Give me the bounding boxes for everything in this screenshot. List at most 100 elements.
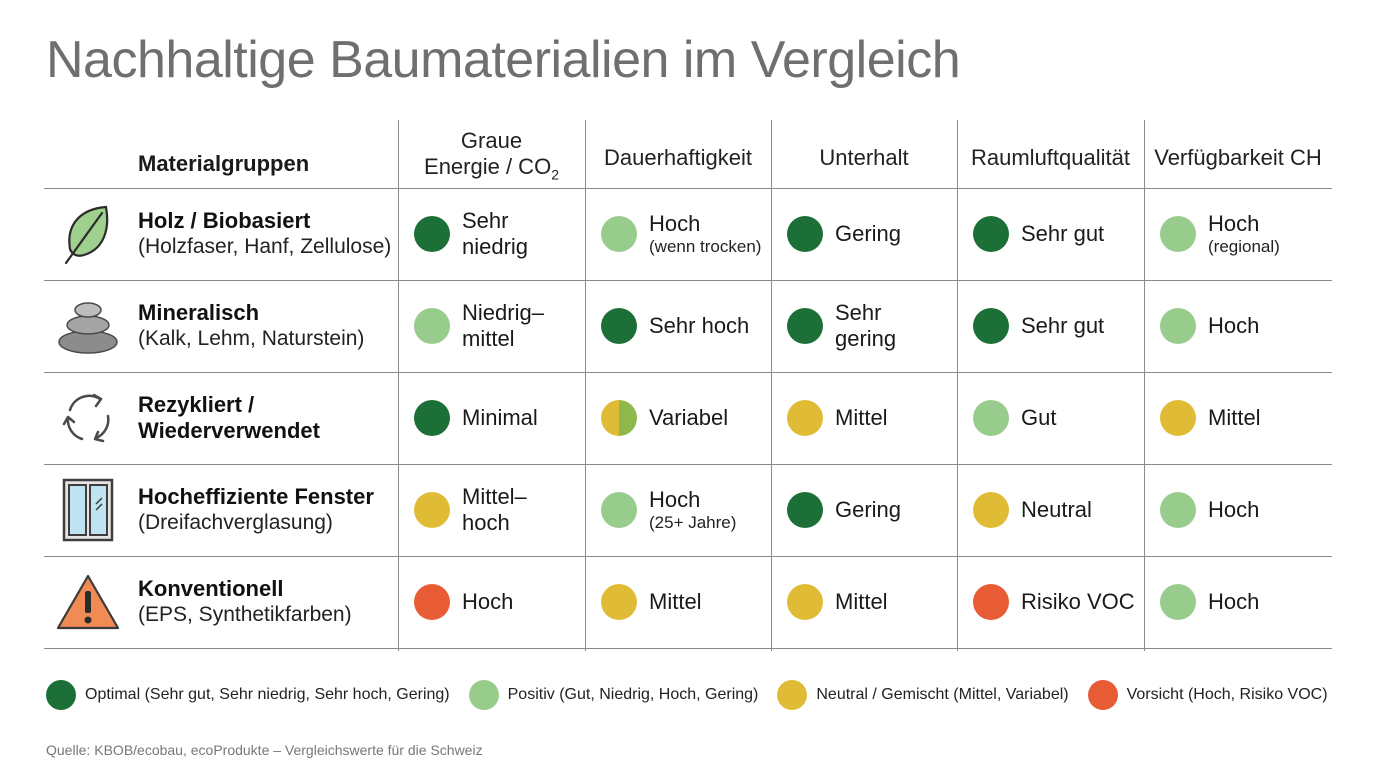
material-group-examples: (EPS, Synthetikfarben): [138, 603, 352, 626]
rating-text: Hoch: [1208, 589, 1259, 615]
rating-cell: Hoch (25+ Jahre): [585, 464, 771, 556]
column-header-subscript: 2: [551, 166, 559, 183]
rating-note: (25+ Jahre): [649, 513, 737, 532]
rating-text: Hoch (25+ Jahre): [649, 487, 736, 533]
rating-dot-neutral: [414, 492, 450, 528]
column-header-label: Dauerhaftigkeit: [604, 137, 752, 171]
rating-value: Hoch: [462, 589, 514, 614]
header-materialgruppen: Materialgruppen: [138, 151, 310, 176]
table-row: Rezykliert / Wiederverwendet Minimal Variab…: [44, 372, 1332, 464]
rating-text: Mittel: [1208, 405, 1261, 431]
rating-text: Sehr niedrig: [462, 208, 528, 260]
material-group-examples: (Dreifachverglasung): [138, 511, 333, 534]
warning-triangle-icon: [54, 568, 122, 636]
rating-value: Hoch: [1208, 497, 1260, 522]
rating-dot-positiv: [973, 400, 1009, 436]
column-header-label: Verfügbarkeit CH: [1154, 137, 1322, 171]
recycle-arrows-icon: [54, 384, 122, 452]
column-header-line2: Raumluftqualität: [971, 145, 1130, 170]
rating-text: Sehr gut: [1021, 313, 1104, 339]
rating-dot-neutral: [1160, 400, 1196, 436]
material-group-title: Holz / Biobasiert: [138, 208, 311, 233]
rating-cell: Niedrig– mittel: [398, 280, 585, 372]
rating-dot-positiv: [1160, 492, 1196, 528]
material-group-title: Mineralisch: [138, 300, 260, 325]
rating-dot-neutral: [973, 492, 1009, 528]
material-group-name: Mineralisch (Kalk, Lehm, Naturstein): [138, 280, 398, 372]
column-header-label: Unterhalt: [819, 137, 908, 171]
rating-value: Mittel: [1208, 405, 1261, 430]
rating-text: Hoch: [1208, 497, 1259, 523]
rating-note: (regional): [1208, 237, 1280, 256]
rating-cell: Neutral: [957, 464, 1144, 556]
rating-dot-optimal: [973, 308, 1009, 344]
rating-cell: Gut: [957, 372, 1144, 464]
rating-cell: Sehr gering: [771, 280, 957, 372]
rating-value: Hoch: [1208, 313, 1260, 338]
rating-text: Neutral: [1021, 497, 1092, 523]
rating-cell: Minimal: [398, 372, 585, 464]
column-header: Verfügbarkeit CH: [1144, 120, 1332, 188]
rating-value: Sehr gut: [1021, 313, 1105, 338]
legend-dot-positiv: [468, 680, 499, 710]
column-divider: [1144, 120, 1145, 651]
material-group-title: Wiederverwendet: [138, 418, 320, 443]
rating-value: Sehr niedrig: [462, 208, 529, 259]
rating-dot-optimal: [973, 216, 1009, 252]
rating-value: Sehr gut: [1021, 221, 1105, 246]
comparison-table: Materialgruppen Graue Energie / CO2 Dauerh…: [44, 120, 1332, 651]
rating-text: Variabel: [649, 405, 728, 431]
window-icon: [54, 476, 122, 544]
table-row: Mineralisch (Kalk, Lehm, Naturstein) Niedr…: [44, 280, 1332, 372]
rating-cell: Hoch (regional): [1144, 188, 1332, 280]
rating-value: Sehr hoch: [649, 313, 750, 338]
column-divider: [585, 120, 586, 651]
rating-value: Neutral: [1021, 497, 1092, 522]
rating-cell: Risiko VOC: [957, 556, 1144, 648]
rating-value: Gut: [1021, 405, 1057, 430]
rating-cell: Hoch: [398, 556, 585, 648]
column-header: Unterhalt: [771, 120, 957, 188]
rating-cell: Sehr gut: [957, 280, 1144, 372]
rating-value: Hoch: [649, 211, 701, 236]
rating-dot-positiv: [601, 492, 637, 528]
rating-dot-vorsicht: [973, 584, 1009, 620]
rating-text: Niedrig– mittel: [462, 300, 544, 352]
rating-dot-optimal: [787, 216, 823, 252]
column-header-line2: Verfügbarkeit CH: [1154, 145, 1322, 170]
rating-cell: Sehr hoch: [585, 280, 771, 372]
page-title: Nachhaltige Baumaterialien im Vergleich: [46, 31, 961, 89]
rating-text: Hoch: [462, 589, 513, 615]
rating-dot-optimal: [414, 400, 450, 436]
rating-dot-optimal: [414, 216, 450, 252]
column-divider: [957, 120, 958, 651]
column-header-line2: Energie / CO2: [424, 154, 559, 183]
rating-text: Gering: [835, 221, 901, 247]
row-divider: [44, 188, 1332, 189]
rating-text: Hoch (wenn trocken): [649, 211, 761, 257]
material-group-name: Holz / Biobasiert (Holzfaser, Hanf, Zellu…: [138, 188, 398, 280]
rating-value: Gering: [835, 221, 902, 246]
rating-text: Hoch (regional): [1208, 211, 1280, 257]
rating-cell: Mittel: [771, 556, 957, 648]
rating-text: Hoch: [1208, 313, 1259, 339]
table-row: Konventionell (EPS, Synthetikfarben) Hoch M…: [44, 556, 1332, 648]
rating-cell: Mittel: [771, 372, 957, 464]
rating-text: Minimal: [462, 405, 538, 431]
legend-label: Optimal (Sehr gut, Sehr niedrig, Sehr ho…: [85, 686, 450, 703]
rating-dot-vorsicht: [414, 584, 450, 620]
legend: Optimal (Sehr gut, Sehr niedrig, Sehr ho…: [46, 680, 1347, 710]
rating-value: Mittel: [835, 405, 888, 430]
legend-dot-optimal: [46, 680, 76, 710]
column-header-line2: Dauerhaftigkeit: [604, 145, 752, 170]
rating-cell: Hoch: [1144, 556, 1332, 648]
rating-value: Hoch: [1208, 589, 1260, 614]
legend-item-optimal: Optimal (Sehr gut, Sehr niedrig, Sehr ho…: [46, 680, 450, 710]
rating-dot-positiv: [601, 216, 637, 252]
rating-cell: Hoch: [1144, 464, 1332, 556]
rating-value: Variabel: [649, 405, 729, 430]
rating-dot-optimal: [787, 308, 823, 344]
legend-dot-neutral: [777, 680, 808, 710]
rating-dot-positiv: [414, 308, 450, 344]
material-group-examples: (Kalk, Lehm, Naturstein): [138, 327, 365, 350]
